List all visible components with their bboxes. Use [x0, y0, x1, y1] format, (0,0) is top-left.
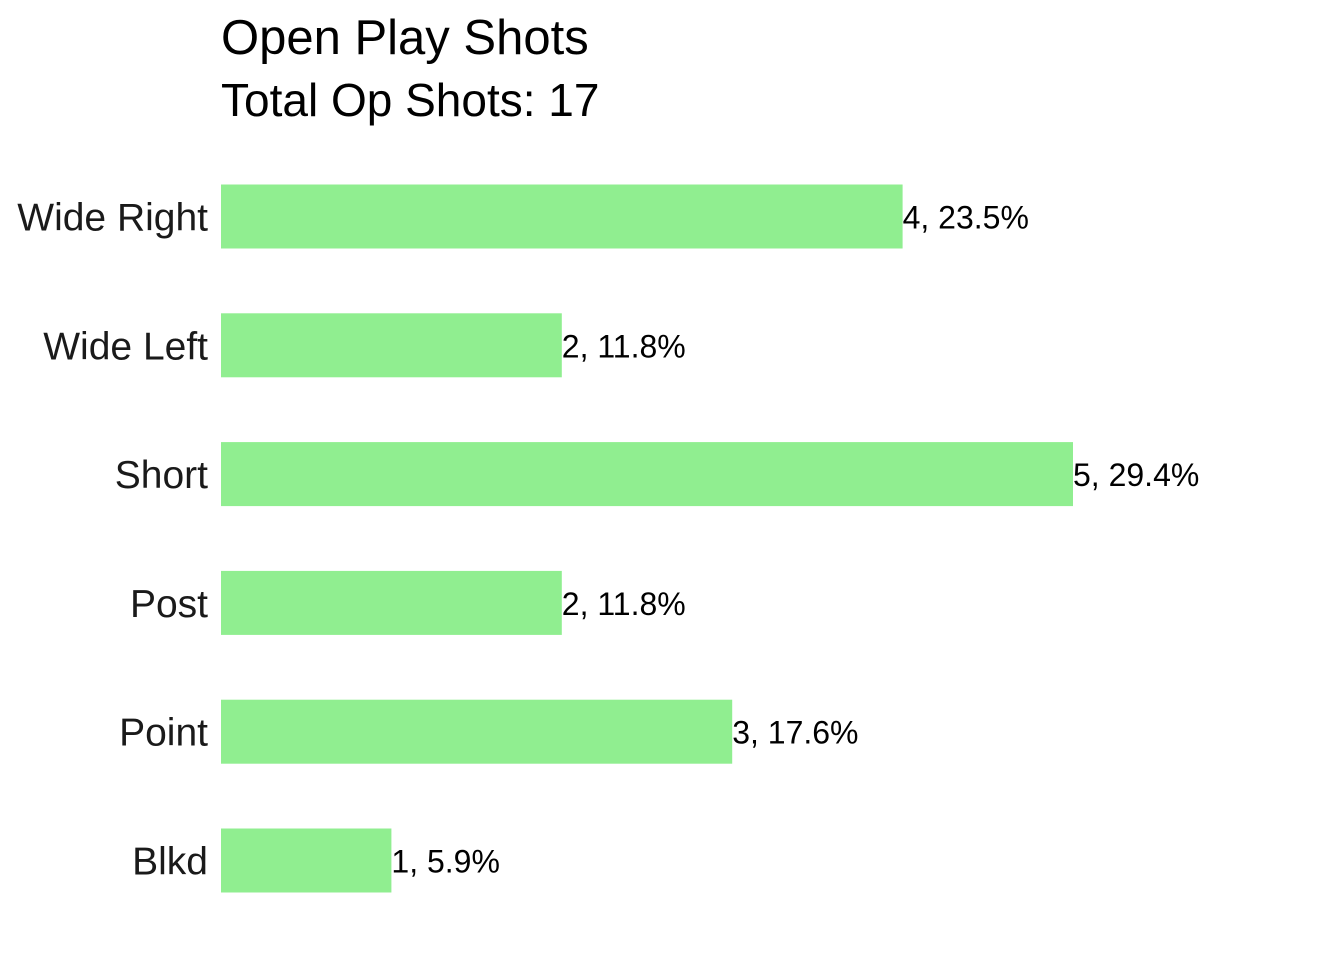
bar-point	[221, 699, 733, 764]
bar-wide-right	[221, 184, 903, 249]
bar-wide-left	[221, 313, 562, 378]
category-label-blkd: Blkd	[132, 841, 208, 884]
data-label-point: 3, 17.6%	[732, 715, 858, 751]
bar-short	[221, 442, 1073, 507]
category-label-post: Post	[130, 583, 208, 626]
bar-blkd	[221, 828, 392, 893]
category-label-point: Point	[119, 712, 208, 755]
data-label-wide-right: 4, 23.5%	[903, 200, 1029, 236]
chart-title: Open Play Shots	[221, 11, 589, 65]
data-label-wide-left: 2, 11.8%	[562, 328, 686, 364]
data-label-short: 5, 29.4%	[1073, 457, 1199, 493]
bars-group	[221, 184, 1073, 893]
category-label-wide-right: Wide Right	[17, 197, 208, 240]
data-label-blkd: 1, 5.9%	[391, 844, 500, 880]
chart-subtitle: Total Op Shots: 17	[221, 74, 599, 126]
category-label-wide-left: Wide Left	[43, 325, 208, 368]
bar-post	[221, 570, 562, 635]
category-labels-group: Wide Right Wide Left Short Post Point Blkd	[17, 197, 208, 884]
data-label-post: 2, 11.8%	[562, 586, 686, 622]
category-label-short: Short	[115, 454, 208, 497]
value-labels-group: 4, 23.5% 2, 11.8% 5, 29.4% 2, 11.8% 3, 17.6%…	[391, 200, 1199, 880]
